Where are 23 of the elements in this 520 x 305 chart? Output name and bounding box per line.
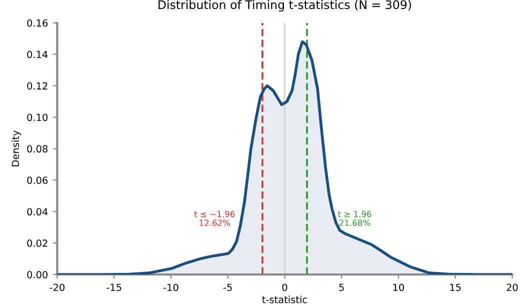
y-tick-label: 0.08 — [27, 145, 48, 153]
x-tick-label: -15 — [106, 284, 122, 292]
x-axis-title: t-statistic — [262, 296, 307, 304]
chart-title: Distribution of Timing t-statistics (N = 309) — [158, 0, 412, 12]
y-axis-title: Density — [12, 130, 21, 166]
y-tick-label: 0.16 — [27, 19, 48, 27]
x-tick-label: -5 — [223, 284, 232, 292]
y-tick-label: 0.10 — [27, 114, 48, 122]
x-tick-label: -10 — [163, 284, 178, 292]
y-tick-label: 0.12 — [27, 82, 48, 90]
x-tick-label: 0 — [282, 284, 288, 292]
ref-line-label: t ≤ −1.96 12.62% — [194, 210, 235, 226]
y-tick-label: 0.14 — [27, 50, 48, 58]
x-tick-label: -20 — [50, 284, 64, 292]
ref-line-label: t ≥ 1.96 21.68% — [338, 210, 372, 226]
x-tick-label: 5 — [339, 284, 344, 292]
y-tick-label: 0.06 — [27, 176, 48, 184]
y-tick-label: 0.00 — [27, 270, 48, 278]
x-tick-label: 10 — [393, 284, 404, 292]
x-tick-label: 15 — [450, 284, 461, 292]
x-tick-label: 20 — [506, 284, 518, 292]
y-tick-label: 0.04 — [27, 208, 48, 216]
y-tick-label: 0.02 — [27, 240, 48, 247]
